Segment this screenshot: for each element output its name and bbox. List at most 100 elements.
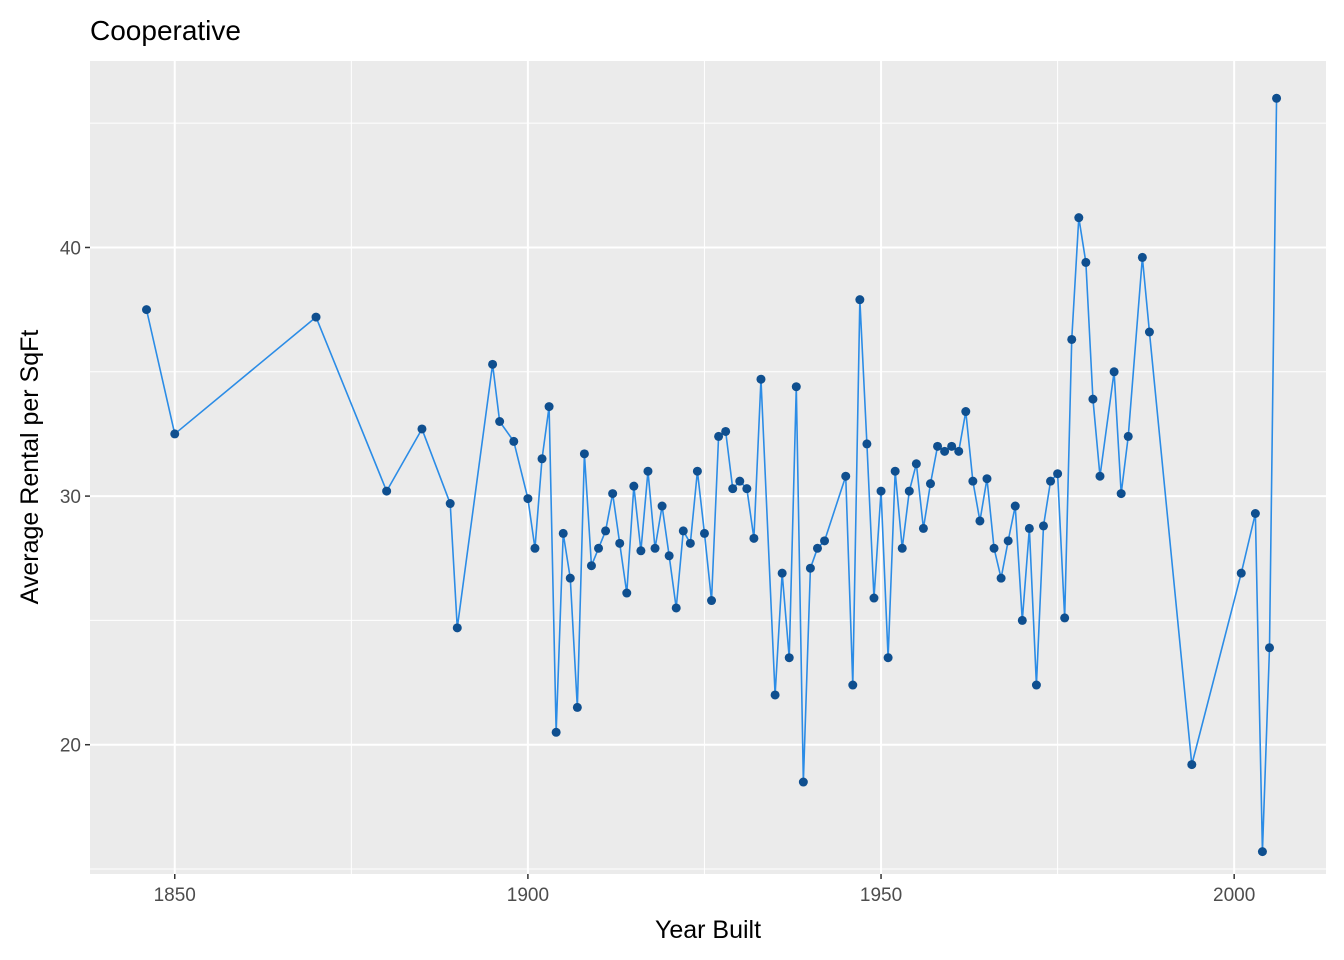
data-point xyxy=(904,486,914,496)
data-point xyxy=(989,543,999,553)
data-point xyxy=(537,454,547,464)
data-point xyxy=(918,523,928,533)
data-point xyxy=(417,424,427,434)
data-point xyxy=(749,533,759,543)
data-point xyxy=(996,573,1006,583)
data-point xyxy=(869,593,879,603)
data-point xyxy=(1053,469,1063,479)
data-point xyxy=(883,653,893,663)
data-point xyxy=(1060,613,1070,623)
y-tick-label: 30 xyxy=(60,487,81,508)
data-point xyxy=(544,402,554,412)
data-point xyxy=(855,295,865,305)
data-point xyxy=(1123,431,1133,441)
y-axis-title: Average Rental per SqFt xyxy=(16,330,44,605)
data-point xyxy=(523,494,533,504)
series-line xyxy=(145,98,1278,853)
data-point xyxy=(933,441,943,451)
data-point xyxy=(890,466,900,476)
data-point xyxy=(572,702,582,712)
data-point xyxy=(586,561,596,571)
data-point xyxy=(770,690,780,700)
data-point xyxy=(565,573,575,583)
data-point xyxy=(805,563,815,573)
data-point xyxy=(509,436,519,446)
x-tick-label: 2000 xyxy=(1213,885,1255,906)
data-point xyxy=(721,426,731,436)
data-point xyxy=(671,603,681,613)
data-point xyxy=(629,481,639,491)
data-point xyxy=(452,623,462,633)
data-point xyxy=(947,441,957,451)
data-point xyxy=(488,359,498,369)
data-point xyxy=(777,568,787,578)
data-point xyxy=(678,526,688,536)
data-point xyxy=(142,305,152,315)
data-point xyxy=(812,543,822,553)
data-point xyxy=(1264,643,1274,653)
data-point xyxy=(1081,257,1091,267)
data-point xyxy=(897,543,907,553)
data-point xyxy=(579,449,589,459)
data-point xyxy=(1024,523,1034,533)
data-point xyxy=(1250,508,1260,518)
data-point xyxy=(650,543,660,553)
data-point xyxy=(1038,521,1048,531)
data-point xyxy=(1109,367,1119,377)
data-point xyxy=(862,439,872,449)
data-point xyxy=(1095,471,1105,481)
data-point xyxy=(1003,536,1013,546)
y-tick-label: 20 xyxy=(60,736,81,757)
x-tick-label: 1850 xyxy=(154,885,196,906)
data-point xyxy=(1272,93,1282,103)
axes: 1850 1900 1950 2000 20 30 40 xyxy=(60,238,1255,906)
data-point xyxy=(699,528,709,538)
series-layer xyxy=(142,93,1282,857)
y-tick-label: 40 xyxy=(60,238,81,259)
data-point xyxy=(791,382,801,392)
data-point xyxy=(643,466,653,476)
data-point xyxy=(714,431,724,441)
data-point xyxy=(170,429,180,439)
x-tick-label: 1900 xyxy=(507,885,549,906)
data-point xyxy=(848,680,858,690)
data-point xyxy=(1116,489,1126,499)
plot-panel xyxy=(90,61,1326,874)
data-point xyxy=(975,516,985,526)
data-point xyxy=(608,489,618,499)
data-point xyxy=(311,312,321,322)
data-point xyxy=(1187,760,1197,770)
data-point xyxy=(1074,213,1084,223)
data-point xyxy=(954,446,964,456)
data-point xyxy=(961,407,971,417)
data-point xyxy=(968,476,978,486)
data-point xyxy=(982,474,992,484)
data-point xyxy=(685,538,695,548)
data-point xyxy=(1088,394,1098,404)
minor-gridlines xyxy=(90,61,1326,874)
data-point xyxy=(911,459,921,469)
data-point xyxy=(657,501,667,511)
data-point xyxy=(445,499,455,509)
data-point xyxy=(664,551,674,561)
data-point xyxy=(382,486,392,496)
data-point xyxy=(1031,680,1041,690)
data-point xyxy=(1010,501,1020,511)
data-point xyxy=(940,446,950,456)
data-point xyxy=(1257,847,1267,857)
data-point xyxy=(784,653,794,663)
x-tick-label: 1950 xyxy=(860,885,902,906)
data-point xyxy=(1137,252,1147,262)
data-point xyxy=(1067,334,1077,344)
data-point xyxy=(530,543,540,553)
data-point xyxy=(622,588,632,598)
data-point xyxy=(742,484,752,494)
data-point xyxy=(615,538,625,548)
data-point xyxy=(925,479,935,489)
data-point xyxy=(636,546,646,556)
data-point xyxy=(551,727,561,737)
data-point xyxy=(798,777,808,787)
x-axis-title: Year Built xyxy=(655,916,761,944)
data-point xyxy=(558,528,568,538)
